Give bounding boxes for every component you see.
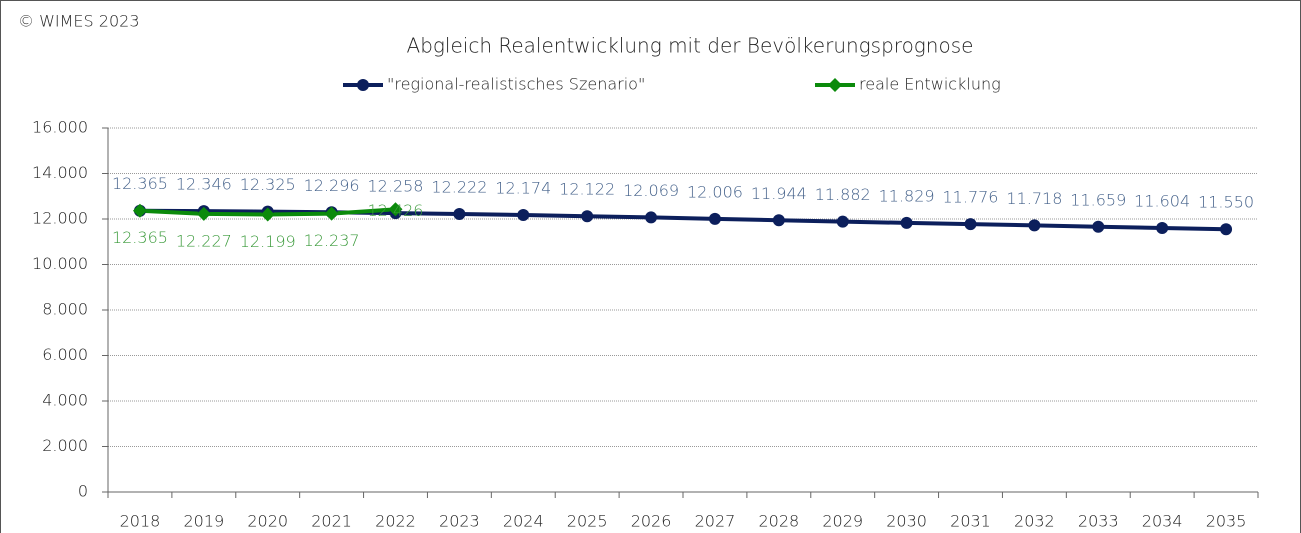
data-point xyxy=(964,218,977,231)
data-point xyxy=(772,214,785,227)
data-label: 12.237 xyxy=(304,231,360,250)
data-label: 12.122 xyxy=(559,180,615,199)
x-tick-label: 2027 xyxy=(695,512,736,531)
legend-marker xyxy=(828,78,842,92)
y-tick-label: 4.000 xyxy=(42,391,88,410)
x-tick-label: 2019 xyxy=(183,512,224,531)
x-tick-label: 2022 xyxy=(375,512,416,531)
x-tick-label: 2024 xyxy=(503,512,544,531)
data-point xyxy=(1028,219,1041,232)
data-label: 12.199 xyxy=(240,232,296,251)
x-tick-label: 2025 xyxy=(567,512,608,531)
x-tick-label: 2020 xyxy=(247,512,288,531)
data-label: 12.346 xyxy=(176,175,232,194)
x-tick-label: 2034 xyxy=(1142,512,1183,531)
legend-marker xyxy=(357,79,369,91)
y-tick-label: 0 xyxy=(78,482,88,501)
data-label: 12.174 xyxy=(495,179,551,198)
y-tick-label: 6.000 xyxy=(42,345,88,364)
data-label: 11.829 xyxy=(879,186,935,205)
data-point xyxy=(645,211,658,224)
data-label: 12.069 xyxy=(623,181,679,200)
x-tick-label: 2032 xyxy=(1014,512,1055,531)
y-tick-label: 14.000 xyxy=(32,163,88,182)
data-label: 11.944 xyxy=(751,184,807,203)
data-label: 12.227 xyxy=(176,231,232,250)
data-point xyxy=(196,206,211,221)
data-point xyxy=(1156,222,1169,235)
chart-title: Abgleich Realentwicklung mit der Bevölke… xyxy=(407,34,974,58)
data-point xyxy=(1092,220,1105,233)
data-point xyxy=(324,206,339,221)
y-tick-label: 12.000 xyxy=(32,209,88,228)
data-label: 11.718 xyxy=(1006,189,1062,208)
data-point xyxy=(260,207,275,222)
x-tick-label: 2035 xyxy=(1206,512,1247,531)
data-label: 12.426 xyxy=(368,201,424,220)
legend-label: reale Entwicklung xyxy=(859,75,1001,94)
data-label: 11.776 xyxy=(943,188,999,207)
data-point xyxy=(708,212,721,225)
x-tick-label: 2023 xyxy=(439,512,480,531)
data-point xyxy=(900,216,913,229)
data-label: 12.006 xyxy=(687,182,743,201)
legend-label: "regional-realistisches Szenario" xyxy=(387,75,645,94)
data-point xyxy=(836,215,849,228)
x-tick-label: 2029 xyxy=(822,512,863,531)
y-tick-label: 2.000 xyxy=(42,436,88,455)
data-label: 12.365 xyxy=(112,174,168,193)
data-label: 11.882 xyxy=(815,185,871,204)
data-label: 12.365 xyxy=(112,228,168,247)
y-tick-label: 10.000 xyxy=(32,254,88,273)
data-point xyxy=(388,202,403,217)
y-tick-label: 16.000 xyxy=(32,118,88,137)
x-tick-label: 2031 xyxy=(950,512,991,531)
data-point xyxy=(517,209,530,222)
x-tick-label: 2033 xyxy=(1078,512,1119,531)
x-tick-label: 2030 xyxy=(886,512,927,531)
data-point xyxy=(1220,223,1233,236)
data-label: 12.258 xyxy=(368,177,424,196)
x-tick-label: 2028 xyxy=(758,512,799,531)
data-label: 11.659 xyxy=(1070,190,1126,209)
x-tick-label: 2018 xyxy=(120,512,161,531)
data-label: 12.325 xyxy=(240,175,296,194)
data-point xyxy=(581,210,594,223)
data-label: 11.550 xyxy=(1198,193,1254,212)
y-tick-label: 8.000 xyxy=(42,300,88,319)
data-label: 11.604 xyxy=(1134,192,1190,211)
data-point xyxy=(132,203,147,218)
x-tick-label: 2026 xyxy=(631,512,672,531)
data-label: 12.296 xyxy=(304,176,360,195)
data-point xyxy=(453,207,466,220)
x-tick-label: 2021 xyxy=(311,512,352,531)
data-label: 12.222 xyxy=(431,177,487,196)
copyright: © WIMES 2023 xyxy=(18,12,140,31)
